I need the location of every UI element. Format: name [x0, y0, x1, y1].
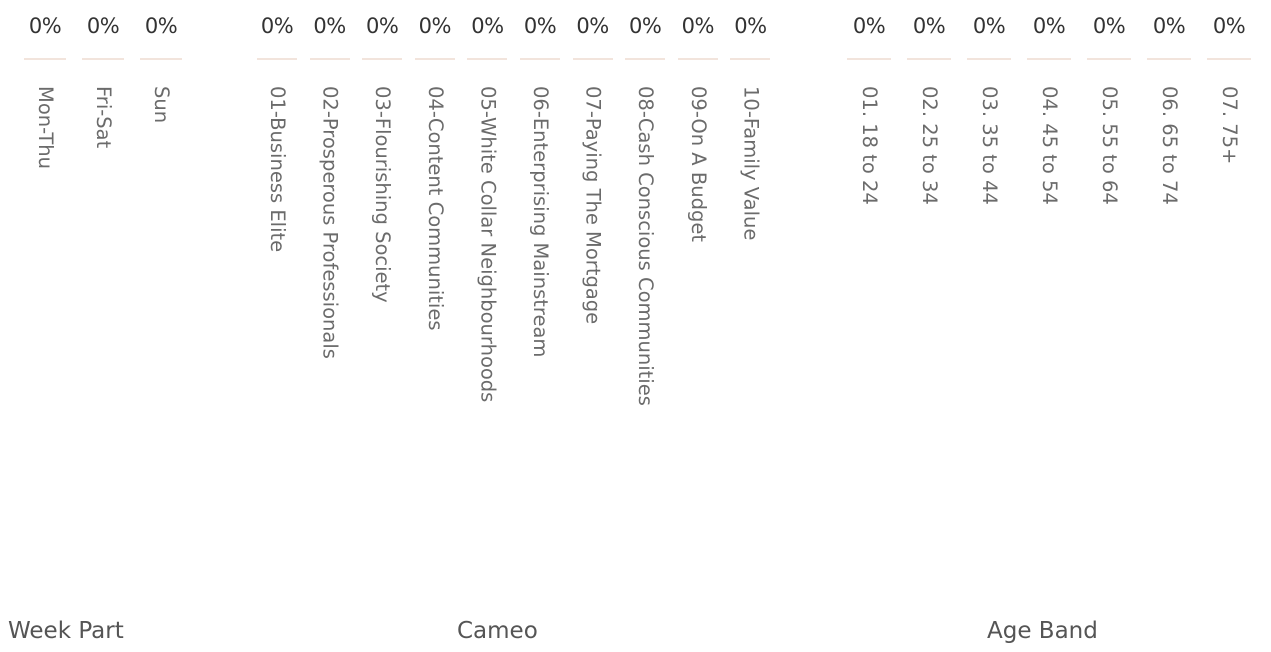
category-label: 04. 45 to 54	[1038, 86, 1060, 205]
value-label: 0%	[28, 14, 62, 38]
column-5[interactable]: 0% 05-White Collar Neighbourhoods	[467, 0, 508, 600]
bar[interactable]	[625, 58, 666, 60]
category-label: 10-Family Value	[739, 86, 762, 241]
category-label: 09-On A Budget	[686, 86, 709, 242]
bar[interactable]	[847, 58, 891, 60]
value-label: 0%	[576, 14, 609, 38]
value-label: 0%	[1212, 14, 1246, 38]
value-label: 0%	[1032, 14, 1066, 38]
value-label: 0%	[144, 14, 178, 38]
category-label: 01. 18 to 24	[858, 86, 880, 205]
bar[interactable]	[24, 58, 66, 60]
column-3[interactable]: 0% 03-Flourishing Society	[362, 0, 403, 600]
bar[interactable]	[730, 58, 771, 60]
category-label: 03-Flourishing Society	[371, 86, 394, 303]
column-6[interactable]: 0% 06. 65 to 74	[1147, 0, 1191, 600]
category-label: Mon-Thu	[34, 86, 56, 169]
category-label: Fri-Sat	[92, 86, 114, 149]
value-label: 0%	[734, 14, 767, 38]
value-label: 0%	[418, 14, 452, 38]
column-3[interactable]: 0% Sun	[140, 0, 182, 600]
category-label: 05-White Collar Neighbourhoods	[476, 86, 499, 403]
value-label: 0%	[86, 14, 120, 38]
category-label: 03. 35 to 44	[978, 86, 1000, 205]
bar[interactable]	[677, 58, 718, 60]
column-8[interactable]: 0% 08-Cash Conscious Communities	[625, 0, 666, 600]
column-1[interactable]: 0% 01-Business Elite	[257, 0, 297, 600]
value-label: 0%	[852, 14, 886, 38]
chart-title: Week Part	[8, 618, 124, 644]
category-label: 04-Content Communities	[423, 86, 446, 331]
column-2[interactable]: 0% 02-Prosperous Professionals	[309, 0, 350, 600]
bar[interactable]	[257, 58, 297, 60]
value-label: 0%	[629, 14, 662, 38]
bar[interactable]	[362, 58, 403, 60]
column-10[interactable]: 0% 10-Family Value	[730, 0, 771, 600]
column-1[interactable]: 0% 01. 18 to 24	[847, 0, 891, 600]
column-7[interactable]: 0% 07. 75+	[1207, 0, 1251, 600]
column-4[interactable]: 0% 04-Content Communities	[414, 0, 455, 600]
value-label: 0%	[471, 14, 504, 38]
chart-title: Age Band	[987, 618, 1098, 644]
category-label: 05. 55 to 64	[1098, 86, 1120, 205]
category-label: 02. 25 to 34	[918, 86, 940, 205]
category-label: 02-Prosperous Professionals	[318, 86, 341, 359]
value-label: 0%	[366, 14, 399, 38]
category-label: Sun	[150, 86, 172, 124]
column-5[interactable]: 0% 05. 55 to 64	[1087, 0, 1131, 600]
value-label: 0%	[972, 14, 1006, 38]
bar[interactable]	[520, 58, 560, 60]
value-label: 0%	[681, 14, 715, 38]
bar[interactable]	[1087, 58, 1131, 60]
column-7[interactable]: 0% 07-Paying The Mortgage	[572, 0, 613, 600]
column-1[interactable]: 0% Mon-Thu	[24, 0, 66, 600]
bar[interactable]	[1207, 58, 1251, 60]
bar[interactable]	[467, 58, 508, 60]
column-3[interactable]: 0% 03. 35 to 44	[967, 0, 1011, 600]
value-label: 0%	[1152, 14, 1186, 38]
value-label: 0%	[260, 14, 294, 38]
column-6[interactable]: 0% 06-Enterprising Mainstream	[520, 0, 560, 600]
bar[interactable]	[1027, 58, 1071, 60]
bar[interactable]	[309, 58, 350, 60]
bar[interactable]	[572, 58, 613, 60]
bar[interactable]	[140, 58, 182, 60]
bar[interactable]	[82, 58, 124, 60]
column-2[interactable]: 0% Fri-Sat	[82, 0, 124, 600]
value-label: 0%	[912, 14, 946, 38]
bar[interactable]	[414, 58, 455, 60]
chart-title: Cameo	[457, 618, 538, 644]
bar[interactable]	[1147, 58, 1191, 60]
value-label: 0%	[313, 14, 346, 38]
category-label: 06. 65 to 74	[1158, 86, 1180, 205]
column-9[interactable]: 0% 09-On A Budget	[677, 0, 718, 600]
category-label: 07. 75+	[1218, 86, 1240, 165]
bar[interactable]	[907, 58, 951, 60]
column-2[interactable]: 0% 02. 25 to 34	[907, 0, 951, 600]
value-label: 0%	[1092, 14, 1126, 38]
column-4[interactable]: 0% 04. 45 to 54	[1027, 0, 1071, 600]
category-label: 07-Paying The Mortgage	[581, 86, 604, 325]
category-label: 06-Enterprising Mainstream	[529, 86, 551, 358]
category-label: 08-Cash Conscious Communities	[634, 86, 657, 406]
bar[interactable]	[967, 58, 1011, 60]
value-label: 0%	[523, 14, 557, 38]
category-label: 01-Business Elite	[266, 86, 288, 253]
